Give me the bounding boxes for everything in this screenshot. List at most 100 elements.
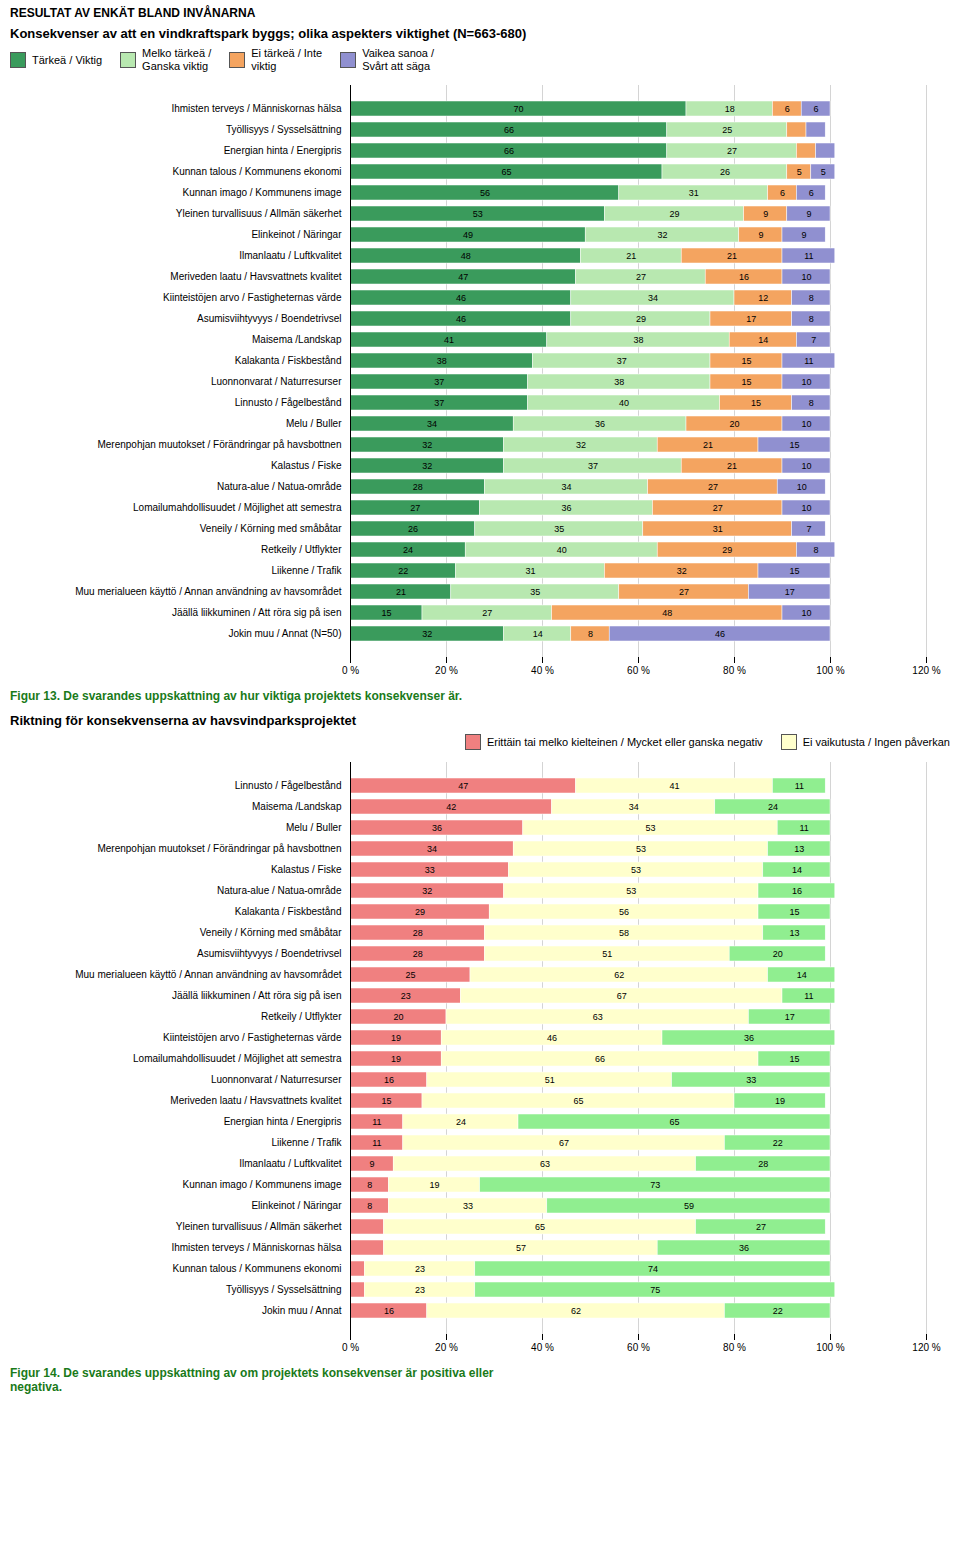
svg-text:28: 28 (758, 1159, 768, 1169)
svg-text:Energian hinta / Energipris: Energian hinta / Energipris (224, 146, 342, 157)
svg-text:14: 14 (792, 865, 802, 875)
svg-text:Retkeily / Utflykter: Retkeily / Utflykter (261, 1012, 342, 1023)
svg-text:25: 25 (405, 970, 415, 980)
svg-text:Merenpohjan muutokset / Föränd: Merenpohjan muutokset / Förändringar på … (97, 440, 341, 451)
svg-text:37: 37 (434, 377, 444, 387)
svg-text:29: 29 (415, 907, 425, 917)
svg-text:8: 8 (809, 398, 814, 408)
svg-text:37: 37 (434, 398, 444, 408)
svg-text:100 %: 100 % (816, 1342, 844, 1353)
svg-text:25: 25 (722, 125, 732, 135)
svg-text:24: 24 (403, 545, 413, 555)
svg-text:36: 36 (595, 419, 605, 429)
svg-text:32: 32 (422, 629, 432, 639)
svg-text:37: 37 (588, 461, 598, 471)
svg-text:Melu / Buller: Melu / Buller (286, 823, 342, 834)
svg-text:Merenpohjan muutokset / Föränd: Merenpohjan muutokset / Förändringar på … (97, 844, 341, 855)
svg-text:Kalastus / Fiske: Kalastus / Fiske (271, 461, 342, 472)
svg-text:38: 38 (437, 356, 447, 366)
svg-text:28: 28 (413, 928, 423, 938)
svg-text:Kunnan talous / Kommunens ekon: Kunnan talous / Kommunens ekonomi (173, 167, 342, 178)
svg-text:Natura-alue / Natua-område: Natura-alue / Natua-område (217, 482, 342, 493)
svg-text:62: 62 (614, 970, 624, 980)
svg-text:6: 6 (814, 104, 819, 114)
svg-text:31: 31 (713, 524, 723, 534)
svg-text:22: 22 (398, 566, 408, 576)
svg-text:27: 27 (708, 482, 718, 492)
svg-text:Yleinen turvallisuus / Allmän: Yleinen turvallisuus / Allmän säkerhet (176, 1222, 342, 1233)
svg-text:Lomailumahdollisuudet / Möjlig: Lomailumahdollisuudet / Möjlighet att se… (133, 503, 342, 514)
svg-text:33: 33 (425, 865, 435, 875)
svg-text:Elinkeinot / Näringar: Elinkeinot / Näringar (251, 1201, 342, 1212)
svg-text:13: 13 (794, 844, 804, 854)
svg-text:21: 21 (727, 461, 737, 471)
svg-text:66: 66 (595, 1054, 605, 1064)
svg-text:9: 9 (806, 209, 811, 219)
svg-text:65: 65 (573, 1096, 583, 1106)
svg-text:0 %: 0 % (342, 665, 359, 676)
svg-text:53: 53 (645, 823, 655, 833)
svg-text:24: 24 (456, 1117, 466, 1127)
svg-text:Asumisviihtyvyys / Boendetrivs: Asumisviihtyvyys / Boendetrivsel (197, 314, 342, 325)
svg-text:47: 47 (458, 781, 468, 791)
svg-text:28: 28 (413, 949, 423, 959)
svg-text:34: 34 (648, 293, 658, 303)
svg-text:6: 6 (780, 188, 785, 198)
svg-text:19: 19 (391, 1054, 401, 1064)
svg-text:8: 8 (367, 1201, 372, 1211)
svg-text:21: 21 (727, 251, 737, 261)
svg-text:13: 13 (789, 928, 799, 938)
svg-text:63: 63 (593, 1012, 603, 1022)
svg-text:15: 15 (741, 377, 751, 387)
svg-text:15: 15 (789, 566, 799, 576)
svg-text:27: 27 (727, 146, 737, 156)
svg-text:23: 23 (415, 1285, 425, 1295)
svg-text:51: 51 (545, 1075, 555, 1085)
svg-text:35: 35 (554, 524, 564, 534)
svg-text:Ihmisten terveys / Människorna: Ihmisten terveys / Människornas hälsa (171, 1243, 342, 1254)
svg-text:6: 6 (809, 188, 814, 198)
svg-text:49: 49 (463, 230, 473, 240)
svg-text:34: 34 (427, 844, 437, 854)
svg-text:Retkeily / Utflykter: Retkeily / Utflykter (261, 545, 342, 556)
svg-text:9: 9 (763, 209, 768, 219)
svg-text:32: 32 (657, 230, 667, 240)
svg-text:32: 32 (422, 440, 432, 450)
svg-text:53: 53 (473, 209, 483, 219)
svg-text:51: 51 (602, 949, 612, 959)
svg-text:Kunnan imago / Kommunens image: Kunnan imago / Kommunens image (183, 188, 342, 199)
svg-text:Kunnan imago / Kommunens image: Kunnan imago / Kommunens image (183, 1180, 342, 1191)
svg-text:Liikenne / Trafik: Liikenne / Trafik (271, 566, 342, 577)
svg-text:38: 38 (614, 377, 624, 387)
svg-text:21: 21 (703, 440, 713, 450)
svg-text:Jokin muu / Annat: Jokin muu / Annat (262, 1306, 342, 1317)
svg-text:60 %: 60 % (627, 665, 650, 676)
svg-text:14: 14 (797, 970, 807, 980)
svg-text:15: 15 (789, 907, 799, 917)
svg-text:Muu merialueen käyttö / Annan: Muu merialueen käyttö / Annan användning… (75, 970, 342, 981)
svg-text:40: 40 (557, 545, 567, 555)
svg-text:120 %: 120 % (912, 1342, 940, 1353)
svg-text:36: 36 (744, 1033, 754, 1043)
svg-text:11: 11 (804, 251, 813, 261)
svg-text:75: 75 (650, 1285, 660, 1295)
svg-text:15: 15 (789, 1054, 799, 1064)
svg-text:70: 70 (513, 104, 523, 114)
svg-text:59: 59 (684, 1201, 694, 1211)
svg-text:18: 18 (725, 104, 735, 114)
svg-text:10: 10 (797, 482, 807, 492)
svg-text:Kunnan talous / Kommunens ekon: Kunnan talous / Kommunens ekonomi (173, 1264, 342, 1275)
svg-text:120 %: 120 % (912, 665, 940, 676)
svg-text:41: 41 (669, 781, 679, 791)
svg-text:48: 48 (461, 251, 471, 261)
svg-text:Ihmisten terveys / Människorna: Ihmisten terveys / Människornas hälsa (171, 104, 342, 115)
svg-text:10: 10 (801, 608, 811, 618)
svg-text:46: 46 (456, 293, 466, 303)
svg-text:Lomailumahdollisuudet / Möjlig: Lomailumahdollisuudet / Möjlighet att se… (133, 1054, 342, 1065)
svg-text:80 %: 80 % (723, 665, 746, 676)
svg-text:15: 15 (741, 356, 751, 366)
svg-text:65: 65 (535, 1222, 545, 1232)
svg-text:Melu / Buller: Melu / Buller (286, 419, 342, 430)
svg-text:10: 10 (801, 377, 811, 387)
svg-text:Muu merialueen käyttö / Annan: Muu merialueen käyttö / Annan användning… (75, 587, 342, 598)
